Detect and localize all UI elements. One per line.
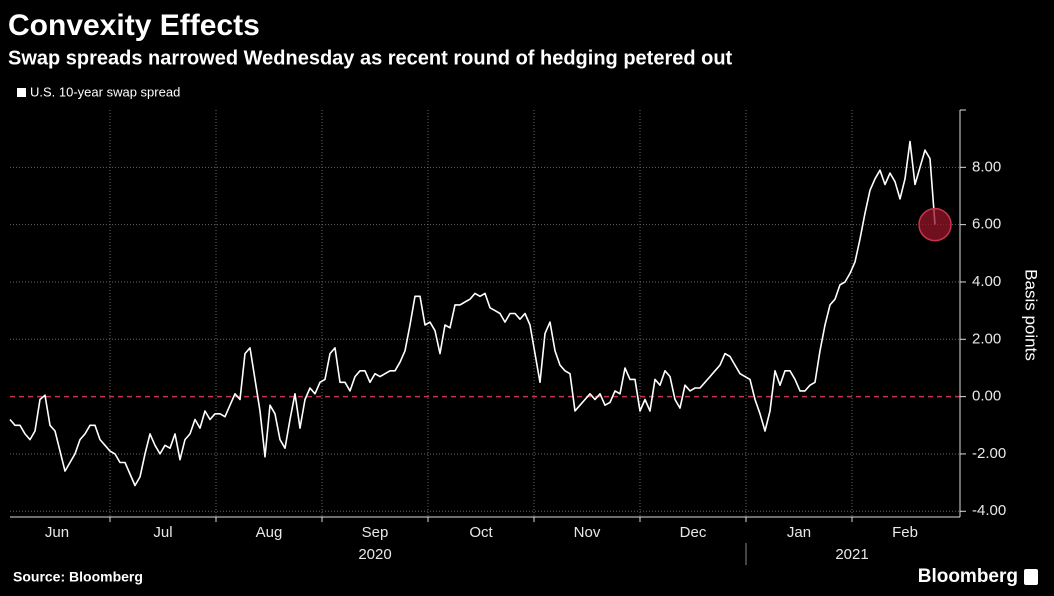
y-tick-label: 8.00 <box>972 158 1001 175</box>
legend-label: U.S. 10-year swap spread <box>30 84 180 99</box>
x-tick-label: Oct <box>469 524 493 541</box>
x-tick-label: Jul <box>153 524 172 541</box>
last-point-highlight <box>918 207 952 242</box>
x-tick-label: Sep <box>362 524 389 541</box>
y-tick-label: -2.00 <box>972 445 1006 462</box>
x-tick-label: Jan <box>787 524 811 541</box>
y-tick-label: 6.00 <box>972 216 1001 233</box>
y-tick-label: 4.00 <box>972 273 1001 290</box>
y-tick-label: 2.00 <box>972 330 1001 347</box>
year-label: 2020 <box>358 546 391 563</box>
year-label: 2021 <box>835 546 868 563</box>
x-tick-label: Aug <box>256 524 283 541</box>
x-tick-label: Feb <box>892 524 918 541</box>
chart-subtitle: Swap spreads narrowed Wednesday as recen… <box>8 47 733 69</box>
x-tick-label: Jun <box>45 524 69 541</box>
brand-logo: Bloomberg <box>918 566 1018 587</box>
series-line <box>9 140 936 487</box>
legend-swatch <box>17 88 26 97</box>
chart-title: Convexity Effects <box>8 9 260 42</box>
y-tick-label: 0.00 <box>972 388 1001 405</box>
brand-icon <box>1024 569 1038 585</box>
x-tick-label: Dec <box>680 524 707 541</box>
y-tick-label: -4.00 <box>972 502 1006 519</box>
x-tick-label: Nov <box>574 524 601 541</box>
y-axis-label: Basis points <box>1022 269 1041 361</box>
source-note: Source: Bloomberg <box>13 569 143 585</box>
